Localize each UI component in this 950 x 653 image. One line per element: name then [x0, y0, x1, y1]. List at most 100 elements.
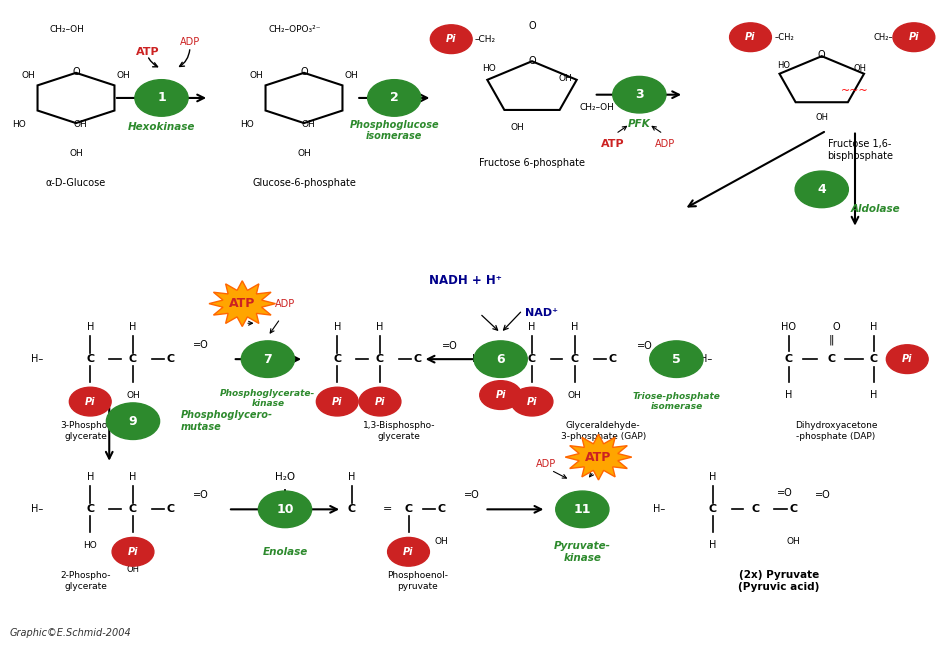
Text: ADP: ADP: [655, 138, 675, 149]
Text: 5: 5: [672, 353, 681, 366]
Text: Phosphoglycero-
mutase: Phosphoglycero- mutase: [180, 410, 273, 432]
Text: OH: OH: [559, 74, 572, 83]
Circle shape: [388, 537, 429, 566]
Text: Triose-phosphate
isomerase: Triose-phosphate isomerase: [633, 392, 720, 411]
Text: 3: 3: [635, 88, 644, 101]
Text: 11: 11: [574, 503, 591, 516]
Text: H–: H–: [472, 354, 484, 364]
Text: Pi: Pi: [908, 32, 920, 42]
Text: Fructose 1,6-
bisphosphate: Fructose 1,6- bisphosphate: [826, 139, 893, 161]
Text: PFK: PFK: [628, 119, 651, 129]
Text: H: H: [571, 321, 579, 332]
Text: CH₂–: CH₂–: [874, 33, 894, 42]
Text: Pi: Pi: [374, 396, 386, 407]
Circle shape: [241, 341, 294, 377]
Circle shape: [135, 80, 188, 116]
Text: Pi: Pi: [526, 396, 538, 407]
Circle shape: [511, 387, 553, 416]
Text: Phosphoglycerate-
kinase: Phosphoglycerate- kinase: [220, 389, 315, 408]
Text: ADP: ADP: [536, 458, 557, 469]
Text: –CH₂: –CH₂: [475, 35, 496, 44]
Text: ADP: ADP: [275, 298, 295, 309]
Text: H: H: [86, 321, 94, 332]
Text: Dihydroxyacetone
-phosphate (DAP): Dihydroxyacetone -phosphate (DAP): [795, 421, 877, 441]
Text: H: H: [785, 390, 792, 400]
Text: ATP: ATP: [229, 297, 256, 310]
Text: C: C: [167, 504, 175, 515]
Text: =: =: [383, 504, 392, 515]
Circle shape: [650, 341, 703, 377]
Text: 6: 6: [496, 353, 505, 366]
Text: Pi: Pi: [902, 354, 913, 364]
Text: HO: HO: [12, 119, 26, 129]
Polygon shape: [209, 281, 276, 326]
Circle shape: [556, 491, 609, 528]
Text: O: O: [528, 21, 536, 31]
Text: Pi: Pi: [85, 396, 96, 407]
Text: H: H: [348, 471, 355, 482]
Text: OH: OH: [568, 390, 581, 400]
Text: H: H: [528, 321, 536, 332]
Text: C: C: [414, 354, 422, 364]
Text: C: C: [609, 354, 617, 364]
Text: OH: OH: [22, 71, 35, 80]
Text: =O: =O: [464, 490, 480, 500]
Text: OH: OH: [117, 71, 130, 80]
Text: O: O: [528, 56, 536, 65]
Text: H–: H–: [277, 354, 290, 364]
Text: 7: 7: [263, 353, 273, 366]
Text: OH: OH: [853, 64, 866, 73]
Text: OH: OH: [511, 123, 524, 132]
Text: HO: HO: [781, 321, 796, 332]
Text: ‖: ‖: [828, 334, 834, 345]
Text: OH: OH: [126, 565, 140, 574]
Text: C: C: [709, 504, 716, 515]
Text: H₂O: H₂O: [275, 471, 295, 482]
Text: C: C: [129, 504, 137, 515]
Text: C: C: [571, 354, 579, 364]
Text: 2-Phospho-
glycerate: 2-Phospho- glycerate: [60, 571, 111, 591]
Text: H: H: [870, 321, 878, 332]
Text: C: C: [86, 354, 94, 364]
Text: H: H: [333, 321, 341, 332]
Text: C: C: [870, 354, 878, 364]
Text: –CH₂: –CH₂: [774, 33, 794, 42]
Text: (2x) Pyruvate
(Pyruvic acid): (2x) Pyruvate (Pyruvic acid): [738, 570, 820, 592]
Text: Aldolase: Aldolase: [850, 204, 900, 214]
Text: 1: 1: [157, 91, 166, 104]
Text: Pi: Pi: [495, 390, 506, 400]
Text: H: H: [86, 471, 94, 482]
Text: =O: =O: [777, 488, 793, 498]
Text: OH: OH: [297, 149, 311, 158]
Text: H: H: [709, 540, 716, 550]
Text: Pyruvate-
kinase: Pyruvate- kinase: [554, 541, 611, 563]
Text: H: H: [129, 471, 137, 482]
Circle shape: [112, 537, 154, 566]
Text: C: C: [438, 504, 446, 515]
Text: CH₂–OH: CH₂–OH: [580, 103, 615, 112]
Text: Phosphoenol-
pyruvate: Phosphoenol- pyruvate: [388, 571, 448, 591]
Circle shape: [106, 403, 160, 439]
Text: OH: OH: [787, 537, 800, 547]
Text: H–: H–: [30, 354, 43, 364]
Text: C: C: [789, 504, 797, 515]
Circle shape: [474, 341, 527, 377]
Text: Pi: Pi: [332, 396, 343, 407]
Text: C: C: [333, 354, 341, 364]
Circle shape: [258, 491, 312, 528]
Text: ADP: ADP: [180, 37, 200, 48]
Text: C: C: [827, 354, 835, 364]
Text: CH₂–OPO₃²⁻: CH₂–OPO₃²⁻: [268, 25, 321, 34]
Text: H: H: [129, 321, 137, 332]
Text: HO: HO: [483, 64, 496, 73]
Text: OH: OH: [815, 113, 828, 122]
Text: Pi: Pi: [446, 34, 457, 44]
Text: H–: H–: [292, 504, 304, 515]
Circle shape: [893, 23, 935, 52]
Text: Phosphoglucose
isomerase: Phosphoglucose isomerase: [350, 119, 439, 142]
Text: C: C: [785, 354, 792, 364]
Text: =O: =O: [815, 490, 831, 500]
Text: O: O: [300, 67, 308, 77]
Text: Pi: Pi: [745, 32, 756, 42]
Text: =O: =O: [193, 490, 209, 500]
